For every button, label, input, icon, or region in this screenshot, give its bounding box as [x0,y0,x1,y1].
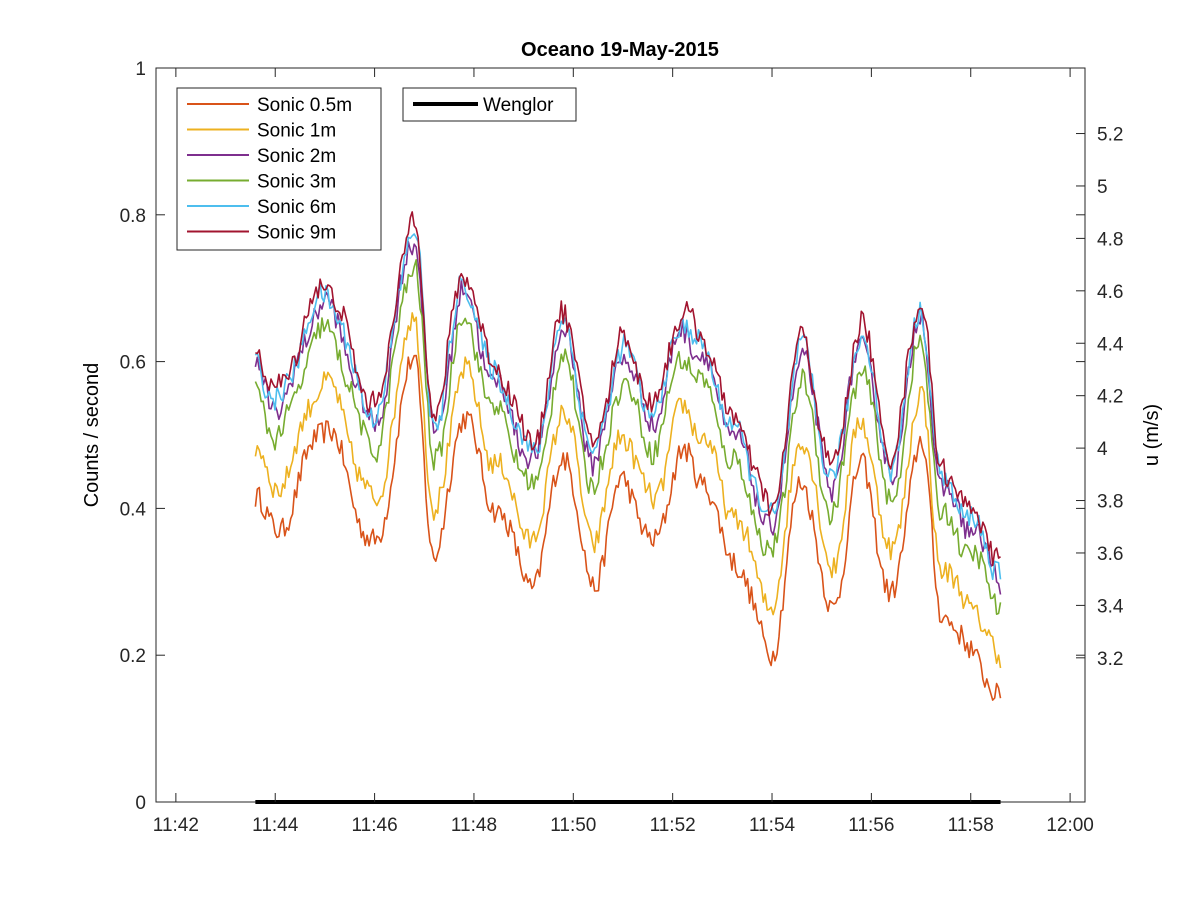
y-left-tick-label: 1 [135,59,146,80]
x-tick-label: 11:46 [352,815,398,836]
y-right-tick-label: 5.2 [1097,125,1123,146]
axes-layer: 11:42 11:44 11:46 11:48 11:50 11:52 11:54 11:56… [120,59,1124,836]
legend-entry: Sonic 6m [257,197,336,218]
y-left-tick-label: 0.2 [120,646,146,667]
series-line-sonic-0-5m [254,354,1002,701]
series-layer [254,211,1002,804]
y-left-tick-label: 0.6 [120,353,146,374]
legend-layer: Sonic 0.5m Sonic 1m Sonic 2m Sonic 3m Sonic … [176,87,577,251]
legend-entry: Sonic 0.5m [257,95,352,116]
legend-entry: Sonic 3m [257,172,336,193]
y-right-tick-label: 5 [1097,177,1108,198]
y-right-axis-label: u (m/s) [1141,404,1163,466]
y-right-tick-label: 4.6 [1097,282,1123,303]
x-tick-label: 11:54 [749,815,796,836]
chart-title: Oceano 19-May-2015 [521,39,719,61]
series-line-sonic-3m [254,258,1002,616]
y-left-tick-label: 0.8 [120,206,146,227]
legend-entry: Sonic 9m [257,223,336,244]
y-right-tick-label: 4 [1097,439,1108,460]
x-tick-label: 11:42 [153,815,199,836]
x-tick-label: 11:44 [252,815,299,836]
y-right-tick-label: 4.4 [1097,334,1124,355]
y-right-tick-label: 3.2 [1097,649,1123,670]
series-line-sonic-1m [254,312,1002,669]
legend-sonic-box [176,87,382,251]
series-line-sonic-2m [254,240,1002,595]
x-tick-label: 11:56 [848,815,894,836]
legend-entry: Sonic 2m [257,146,336,167]
y-left-tick-label: 0.4 [120,499,147,520]
legend-entry: Sonic 1m [257,121,336,142]
x-tick-label: 12:00 [1046,815,1094,836]
x-tick-label: 11:58 [948,815,994,836]
x-tick-label: 11:48 [451,815,497,836]
x-tick-label: 11:52 [650,815,696,836]
y-right-tick-label: 4.8 [1097,229,1123,250]
y-right-tick-label: 4.2 [1097,387,1123,408]
y-left-axis-label: Counts / second [81,363,103,508]
y-left-tick-label: 0 [135,793,146,814]
y-right-tick-label: 3.4 [1097,596,1124,617]
y-right-tick-label: 3.8 [1097,492,1123,513]
y-right-tick-label: 3.6 [1097,544,1123,565]
series-line-sonic-9m [255,211,1001,567]
x-tick-label: 11:50 [550,815,596,836]
legend-entry: Wenglor [483,95,554,116]
